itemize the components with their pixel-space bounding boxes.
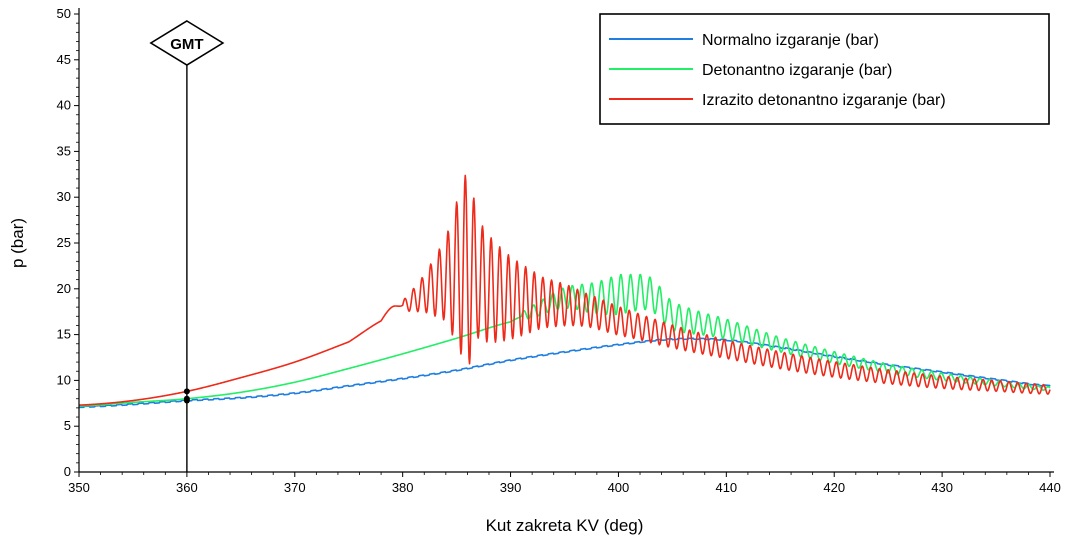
x-tick-label: 380 <box>392 480 414 495</box>
y-tick-label: 40 <box>57 98 71 113</box>
series-layer <box>79 174 1051 409</box>
x-tick-label: 370 <box>284 480 306 495</box>
y-tick-label: 50 <box>57 6 71 21</box>
legend-label-3: Izrazito detonantno izgaranje (bar) <box>702 92 946 109</box>
legend-label-1: Normalno izgaranje (bar) <box>702 32 879 49</box>
y-tick-label: 15 <box>57 327 71 342</box>
x-tick-label: 440 <box>1039 480 1061 495</box>
x-tick-label: 400 <box>608 480 630 495</box>
gmt-marker-diamond <box>149 20 225 66</box>
y-tick-label: 30 <box>57 189 71 204</box>
y-tick-label: 20 <box>57 281 71 296</box>
y-tick-label: 5 <box>64 418 71 433</box>
gmt-marker: GMT <box>149 20 225 472</box>
y-tick-label: 0 <box>64 464 71 479</box>
x-axis-title: Kut zakreta KV (deg) <box>486 516 644 535</box>
y-tick-label: 25 <box>57 235 71 250</box>
legend-label-2: Detonantno izgaranje (bar) <box>702 62 892 79</box>
legend: Normalno izgaranje (bar) Detonantno izgar… <box>599 13 1050 125</box>
gmt-marker-label: GMT <box>170 36 203 53</box>
y-tick-label: 10 <box>57 372 71 387</box>
y-tick-label: 35 <box>57 143 71 158</box>
gmt-point-2 <box>183 395 190 402</box>
series-line-2 <box>79 273 1051 407</box>
y-tick-label: 45 <box>57 52 71 67</box>
axes: 0 5 10 15 20 25 30 35 40 45 50 350 360 370 380 390 400 41… <box>8 6 1061 535</box>
x-tick-label: 410 <box>715 480 737 495</box>
x-tick-label: 360 <box>176 480 198 495</box>
x-tick-label: 420 <box>823 480 845 495</box>
y-axis-title: p (bar) <box>8 218 27 268</box>
x-tick-label: 350 <box>68 480 90 495</box>
series-line-1 <box>79 337 1051 409</box>
x-tick-label: 390 <box>500 480 522 495</box>
x-tick-label: 430 <box>931 480 953 495</box>
gmt-point-3 <box>183 388 190 395</box>
series-line-3 <box>79 174 1051 406</box>
